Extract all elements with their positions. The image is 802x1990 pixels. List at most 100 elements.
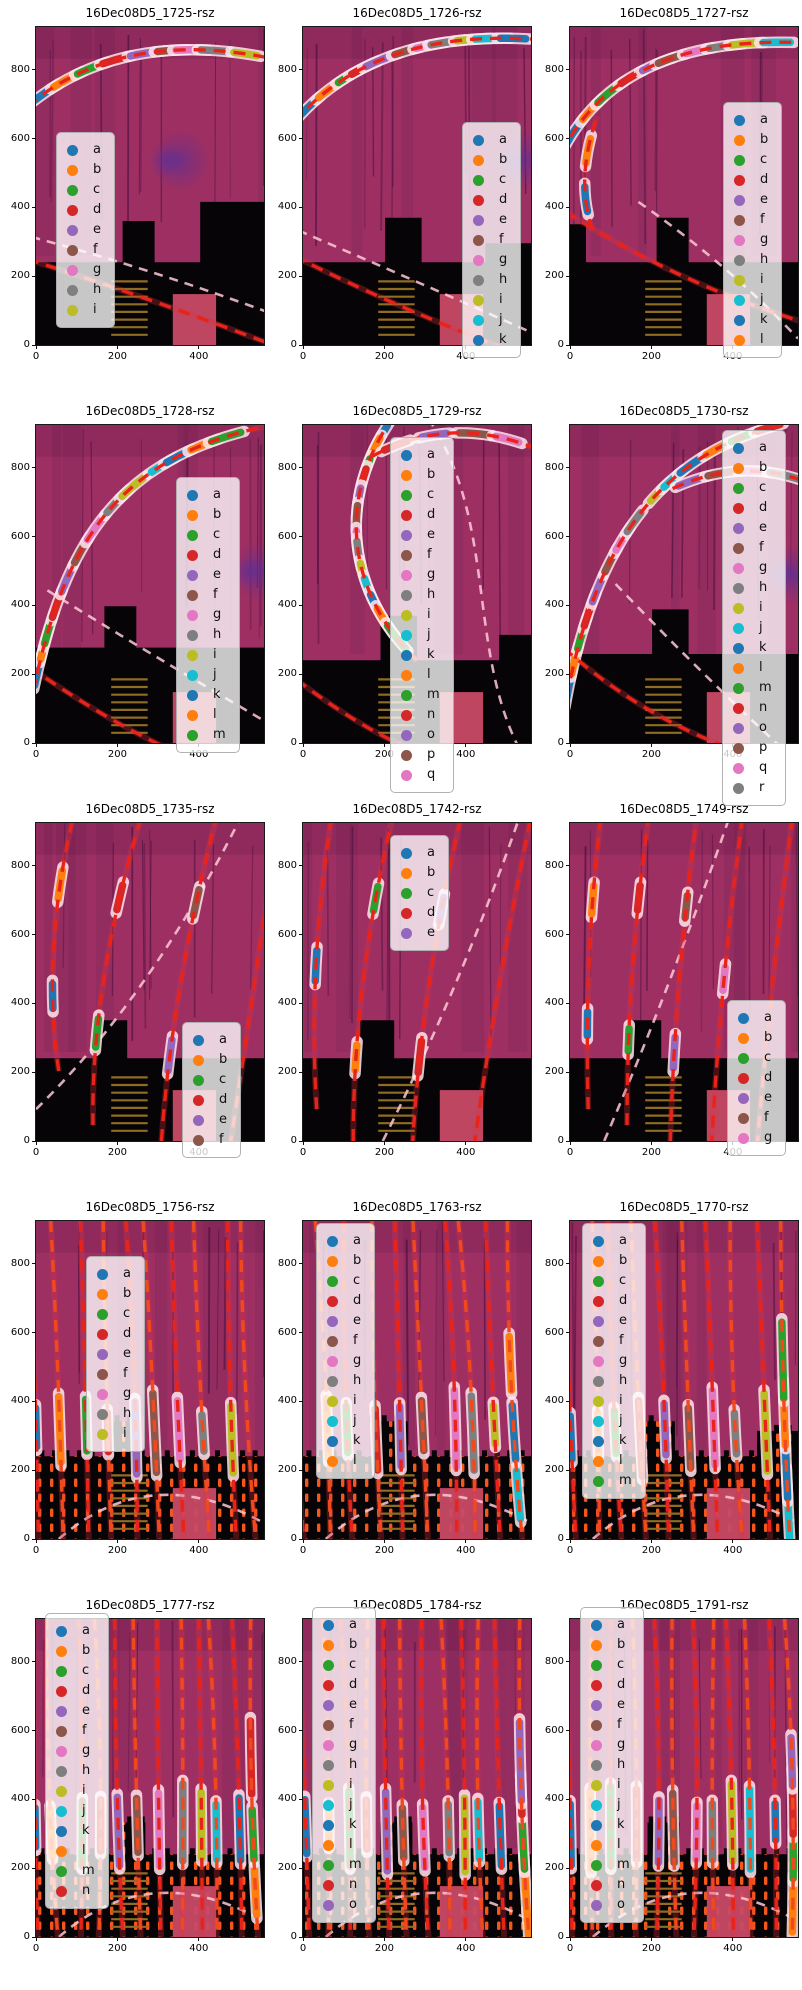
y-tick-mark <box>566 69 570 71</box>
legend-item: f <box>67 240 101 260</box>
x-tick-label: 0 <box>299 1147 307 1158</box>
y-tick-label: 600 <box>10 132 30 144</box>
legend-marker-icon <box>473 294 484 306</box>
legend-item: f <box>327 1331 361 1351</box>
legend-marker-icon <box>401 749 412 761</box>
legend-marker-icon <box>593 1295 604 1307</box>
legend-item: c <box>591 1655 630 1675</box>
y-tick-mark <box>299 1867 303 1869</box>
subplot-16Dec08D5_1742-rsz: 16Dec08D5_1742-rsz a b c d e 0 200 400 0 200 400 600… <box>278 802 532 1158</box>
subplot-16Dec08D5_1727-rsz: 16Dec08D5_1727-rszabcdefghijkl0200400020… <box>545 6 799 362</box>
legend-item: m <box>401 685 440 705</box>
legend-item: p <box>401 745 440 765</box>
subplot-16Dec08D5_1770-rsz: 16Dec08D5_1770-rsz a b c d e f g h i j k l m 0 200 400 0 2… <box>545 1200 799 1556</box>
legend-item-label: a <box>349 1617 357 1632</box>
legend-marker-icon <box>591 1699 602 1711</box>
x-tick-label: 400 <box>189 1545 209 1556</box>
legend-item-label: d <box>760 172 769 187</box>
legend-item-label: e <box>219 1112 227 1127</box>
y-tick-label: 400 <box>544 997 564 1009</box>
legend-item-label: f <box>760 212 765 227</box>
legend-marker-icon <box>591 1819 602 1831</box>
legend-marker-icon <box>733 582 744 594</box>
legend-item: h <box>734 250 768 270</box>
legend-marker-icon <box>734 294 745 306</box>
legend-item: n <box>591 1875 630 1895</box>
legend-item: o <box>733 718 772 738</box>
x-tick-mark <box>650 1937 652 1941</box>
legend-item: a <box>193 1030 227 1050</box>
x-tick-label: 200 <box>374 1147 394 1158</box>
legend-item-label: a <box>82 1623 90 1638</box>
x-tick-mark <box>650 1539 652 1543</box>
legend-item-label: n <box>427 707 436 722</box>
legend-item-label: o <box>617 1897 625 1912</box>
subplot-16Dec08D5_1729-rsz: 16Dec08D5_1729-rsz a b c d e f g h i j k l m n o p q 0 200 4… <box>278 404 532 793</box>
legend-item-label: p <box>427 747 436 762</box>
x-tick-mark <box>569 345 571 349</box>
legend-item: h <box>323 1755 362 1775</box>
legend-item-label: d <box>427 905 436 920</box>
x-tick-mark <box>569 1539 571 1543</box>
legend-item-label: h <box>213 627 222 642</box>
x-tick-mark <box>732 1539 734 1543</box>
legend-item: f <box>733 538 772 558</box>
legend-item-label: g <box>349 1737 358 1752</box>
legend-marker-icon <box>591 1739 602 1751</box>
legend-item-label: j <box>760 292 764 307</box>
legend-item: c <box>67 180 101 200</box>
legend-item-label: a <box>219 1032 227 1047</box>
legend-item-label: b <box>499 152 508 167</box>
legend-item-label: e <box>617 1697 625 1712</box>
legend-marker-icon <box>67 304 78 316</box>
legend-item: h <box>97 1404 131 1424</box>
legend-marker-icon <box>591 1639 602 1651</box>
legend-marker-icon <box>401 469 412 481</box>
legend-item-label: c <box>219 1072 227 1087</box>
legend-item-label: d <box>764 1070 773 1085</box>
y-tick-mark <box>32 344 36 346</box>
legend-item: b <box>473 150 507 170</box>
subplot-title: 16Dec08D5_1791-rsz <box>619 1598 749 1612</box>
legend-item-label: n <box>349 1877 358 1892</box>
x-tick-label: 400 <box>456 1943 476 1954</box>
subplot-title: 16Dec08D5_1730-rsz <box>619 404 749 418</box>
legend-item: d <box>734 170 768 190</box>
legend-item-label: h <box>760 252 769 267</box>
legend-marker-icon <box>327 1455 338 1467</box>
y-tick-label: 800 <box>10 1257 30 1269</box>
legend-item: j <box>591 1795 630 1815</box>
legend-marker-icon <box>401 689 412 701</box>
legend-marker-icon <box>323 1879 334 1891</box>
legend-item-label: k <box>349 1817 357 1832</box>
legend-marker-icon <box>323 1719 334 1731</box>
legend-marker-icon <box>323 1759 334 1771</box>
legend-marker-icon <box>187 569 198 581</box>
legend-item-label: g <box>353 1353 362 1368</box>
legend-item-label: i <box>123 1426 127 1441</box>
legend-item-label: l <box>759 660 763 675</box>
y-tick-mark <box>566 1867 570 1869</box>
y-tick-mark <box>299 1002 303 1004</box>
y-tick-mark <box>299 467 303 469</box>
y-tick-mark <box>32 742 36 744</box>
legend-marker-icon <box>473 154 484 166</box>
y-tick-label: 600 <box>10 928 30 940</box>
subplot-title: 16Dec08D5_1727-rsz <box>619 6 749 20</box>
legend-item-label: h <box>499 272 508 287</box>
y-tick-label: 400 <box>10 1395 30 1407</box>
subplot-16Dec08D5_1791-rsz: 16Dec08D5_1791-rsz a b c d e f g h i j k l m n o 0 200 400… <box>545 1598 799 1954</box>
y-tick-mark <box>566 1263 570 1265</box>
y-tick-label: 800 <box>277 461 297 473</box>
legend-item: o <box>323 1895 362 1915</box>
legend-marker-icon <box>56 1845 67 1857</box>
legend-marker-icon <box>327 1315 338 1327</box>
y-tick-mark <box>299 742 303 744</box>
legend-item-label: j <box>759 620 763 635</box>
legend-item: b <box>738 1028 772 1048</box>
subplot-title: 16Dec08D5_1777-rsz <box>85 1598 215 1612</box>
y-tick-mark <box>32 536 36 538</box>
x-tick-mark <box>383 345 385 349</box>
x-tick-mark <box>569 1937 571 1941</box>
